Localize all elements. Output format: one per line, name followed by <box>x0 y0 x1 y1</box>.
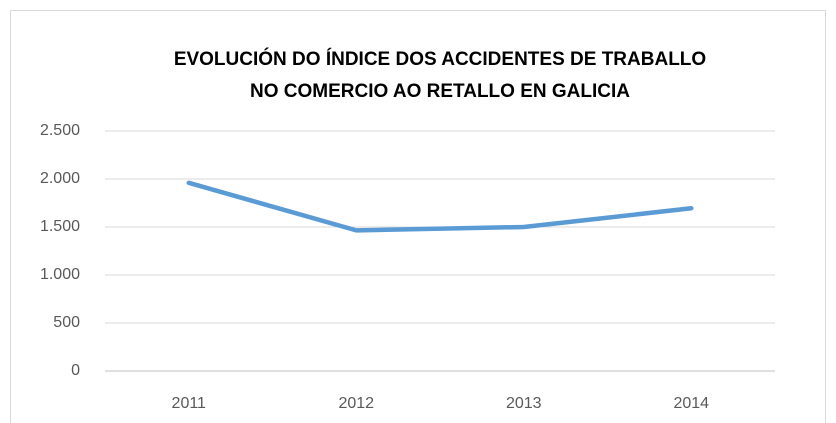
y-tick-label: 1.500 <box>40 218 80 235</box>
y-tick-label: 2.000 <box>40 170 80 187</box>
x-tick-label: 2013 <box>506 395 542 412</box>
y-tick-label: 500 <box>53 314 80 331</box>
chart-title: NO COMERCIO AO RETALLO EN GALICIA <box>250 81 630 102</box>
data-line <box>186 180 694 233</box>
x-tick-label: 2011 <box>172 395 207 412</box>
x-tick-label: 2014 <box>673 395 709 412</box>
y-tick-label: 0 <box>71 362 80 379</box>
chart-title: EVOLUCIÓN DO ÍNDICE DOS ACCIDENTES DE TR… <box>174 48 706 70</box>
x-tick-label: 2012 <box>338 395 374 412</box>
y-tick-label: 1.000 <box>40 266 80 283</box>
chart-frame <box>10 10 826 423</box>
y-tick-label: 2.500 <box>40 122 80 139</box>
